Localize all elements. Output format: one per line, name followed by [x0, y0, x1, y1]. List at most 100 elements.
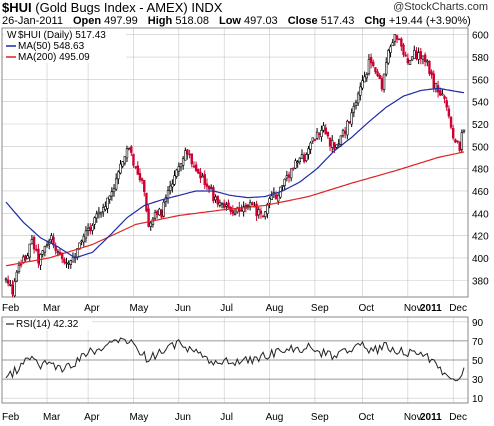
- candle-body: [194, 164, 198, 171]
- candle-body: [102, 207, 105, 213]
- candle-body: [413, 50, 416, 60]
- y-tick-label: 500: [472, 142, 489, 153]
- candle-body: [240, 209, 243, 212]
- candle-body: [408, 60, 412, 65]
- rsi-x-tick-label: Apr: [84, 412, 100, 423]
- y-tick-label: 600: [472, 31, 489, 42]
- rsi-axis-labels: 10 30 50 70 90: [472, 318, 484, 405]
- chg-value: +19.44 (+3.90%): [388, 15, 471, 27]
- candle-body: [65, 262, 68, 264]
- rsi-x-tick-label: Dec: [449, 412, 467, 423]
- candle-body: [261, 215, 265, 218]
- candle-body: [125, 148, 129, 159]
- y-tick-label: 460: [472, 187, 489, 198]
- candle-body: [423, 54, 427, 63]
- candle-body: [110, 191, 114, 197]
- candle-body: [166, 190, 170, 199]
- rsi-x-tick-label: Mar: [43, 412, 61, 423]
- candle-body: [281, 185, 284, 187]
- candle-body: [339, 135, 343, 145]
- candle-body: [54, 245, 57, 251]
- candle-body: [307, 148, 310, 155]
- candle-body: [400, 38, 403, 47]
- watermark: @StockCharts.com: [393, 1, 488, 13]
- candle-body: [447, 108, 451, 117]
- ma50-line: [5, 87, 465, 259]
- candle-body: [313, 139, 317, 141]
- rsi-x-tick-label: Aug: [266, 412, 284, 423]
- candle-body: [404, 54, 407, 57]
- rsi-legend-box: [4, 318, 92, 330]
- low-label: Low: [218, 15, 241, 27]
- close-label: Close: [287, 15, 318, 27]
- candle-body: [441, 93, 444, 96]
- price-candles: [4, 33, 466, 298]
- candle-body: [331, 140, 334, 148]
- candle-body: [451, 128, 455, 139]
- grid: [2, 28, 468, 403]
- candle-body: [123, 156, 127, 164]
- x-tick-label: Sep: [311, 303, 329, 314]
- high-label: High: [147, 15, 173, 27]
- candle-body: [227, 202, 230, 209]
- candle-body: [158, 208, 161, 216]
- candle-body: [117, 171, 120, 180]
- quote-line: 26-Jan-2011 Open 497.99 High 518.08 Low 497…: [2, 15, 471, 27]
- candle-body: [348, 121, 351, 123]
- candle-body: [186, 149, 189, 155]
- rsi-month-labels: Feb Mar Apr May Jun Jul Aug Sep Oct Nov Dec 2011: [2, 412, 467, 423]
- candle-body: [389, 46, 392, 53]
- candle-body: [95, 213, 98, 219]
- candle-body: [199, 171, 202, 179]
- candle-body: [216, 195, 219, 205]
- index-name: (Gold Bugs Index - AMEX): [35, 0, 188, 15]
- candle-body: [315, 131, 319, 139]
- candle-body: [233, 213, 237, 216]
- candle-body: [376, 71, 379, 76]
- candle-body: [382, 73, 386, 90]
- candle-body: [248, 202, 252, 207]
- candle-body: [238, 207, 241, 212]
- candle-body: [259, 210, 263, 215]
- candle-body: [246, 205, 250, 207]
- candle-body: [380, 78, 384, 90]
- candle-body: [289, 168, 293, 179]
- x-tick-label: 2011: [420, 303, 442, 314]
- candle-body: [356, 93, 360, 104]
- rsi-x-tick-label: Nov: [404, 412, 422, 423]
- month-labels: Feb Mar Apr May Jun Jul Aug Sep Oct Nov Dec 2011: [2, 303, 467, 314]
- candle-body: [417, 52, 420, 60]
- rsi-y-tick-label: 10: [472, 394, 484, 405]
- candle-body: [439, 90, 442, 96]
- candle-body: [93, 217, 96, 225]
- candle-body: [179, 163, 183, 168]
- legend-price-icon: W: [7, 30, 17, 41]
- candle-body: [84, 230, 88, 239]
- candle-body: [462, 129, 466, 132]
- y-tick-label: 480: [472, 165, 489, 176]
- candle-body: [50, 235, 53, 241]
- candle-body: [171, 183, 174, 188]
- candle-body: [106, 197, 109, 209]
- rsi-y-tick-label: 30: [472, 375, 484, 386]
- candle-body: [385, 62, 388, 75]
- rsi-x-tick-label: Feb: [2, 412, 20, 423]
- candle-body: [430, 71, 433, 75]
- candle-body: [168, 185, 172, 191]
- candle-body: [255, 203, 258, 217]
- rsi-x-tick-label: Oct: [358, 412, 374, 423]
- x-tick-label: Apr: [84, 303, 100, 314]
- rsi-y-tick-label: 50: [472, 356, 484, 367]
- candle-body: [143, 180, 146, 193]
- candle-body: [449, 116, 453, 128]
- rsi-y-tick-label: 70: [472, 337, 484, 348]
- candle-body: [28, 243, 31, 258]
- candle-body: [266, 204, 269, 214]
- candle-body: [341, 130, 345, 137]
- candle-body: [419, 51, 422, 59]
- candle-body: [140, 178, 144, 181]
- candle-body: [225, 204, 228, 207]
- candle-body: [251, 202, 254, 205]
- candle-body: [458, 141, 461, 151]
- candle-body: [268, 198, 271, 204]
